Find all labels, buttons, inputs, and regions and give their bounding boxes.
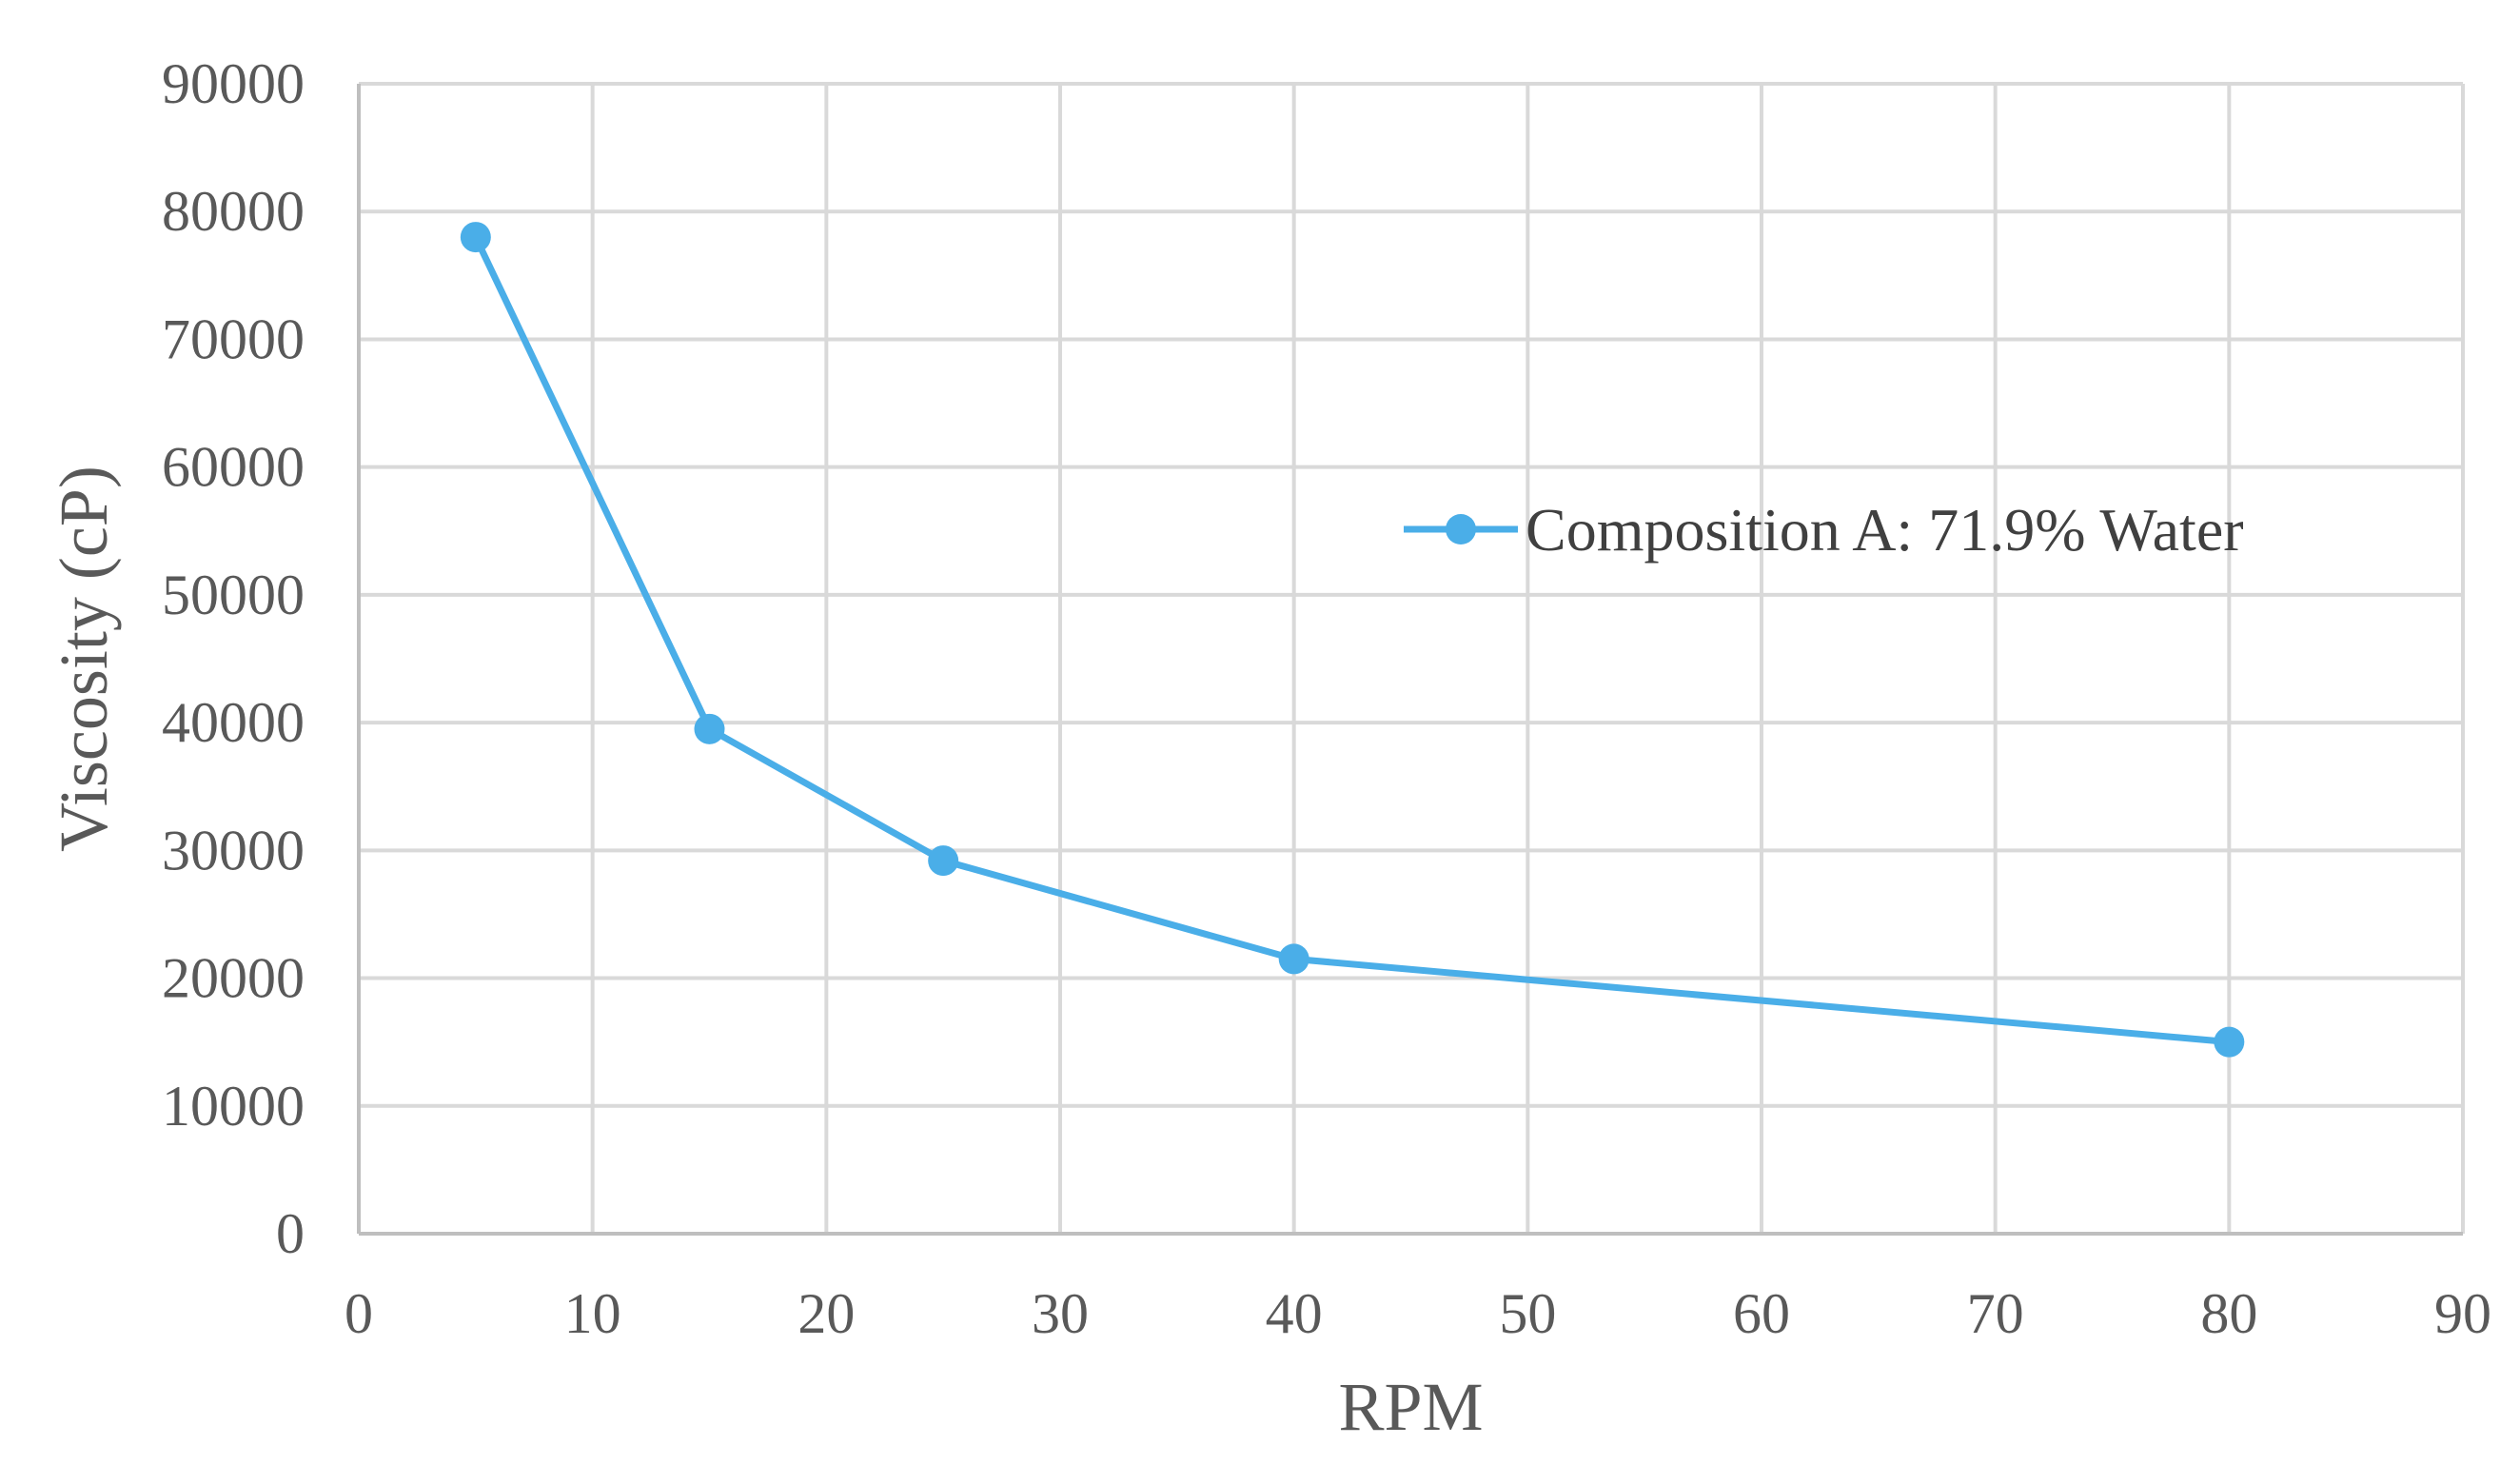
- axes: [357, 84, 2463, 1236]
- y-tick-label: 60000: [162, 436, 305, 499]
- y-tick-label: 30000: [162, 819, 305, 881]
- y-tick-labels: 0 10000 20000 30000 40000 50000 60000 70000 8000…: [162, 52, 305, 1265]
- x-tick-labels: 0 10 20 30 40 50 60 70 80 90: [345, 1282, 2491, 1345]
- series-layer: [460, 222, 2245, 1058]
- y-tick-label: 80000: [162, 180, 305, 243]
- x-tick-label: 70: [1967, 1282, 2024, 1345]
- x-tick-label: 40: [1266, 1282, 1323, 1345]
- y-tick-label: 70000: [162, 307, 305, 370]
- y-tick-label: 20000: [162, 947, 305, 1010]
- data-point: [1278, 943, 1309, 975]
- x-tick-label: 50: [1499, 1282, 1556, 1345]
- x-tick-label: 20: [797, 1282, 855, 1345]
- data-point: [2214, 1026, 2245, 1058]
- x-tick-label: 80: [2200, 1282, 2257, 1345]
- y-tick-label: 50000: [162, 564, 305, 626]
- legend-dot-marker: [1446, 514, 1476, 544]
- legend-series-label: Composition A: 71.9% Water: [1526, 496, 2244, 564]
- x-axis-title: RPM: [1338, 1369, 1483, 1445]
- data-point: [460, 222, 491, 253]
- gridlines: [359, 82, 2465, 1234]
- x-tick-label: 30: [1032, 1282, 1089, 1345]
- data-point: [694, 713, 725, 744]
- series-line: [472, 235, 2230, 1046]
- legend: Composition A: 71.9% Water: [1404, 496, 2244, 564]
- x-tick-label: 60: [1733, 1282, 1790, 1345]
- x-tick-label: 0: [345, 1282, 373, 1345]
- y-tick-label: 40000: [162, 691, 305, 754]
- y-tick-label: 0: [276, 1202, 305, 1265]
- x-tick-label: 90: [2434, 1282, 2491, 1345]
- y-axis-title: Viscosity (cP): [46, 465, 122, 852]
- data-point: [928, 845, 959, 877]
- x-tick-label: 10: [564, 1282, 621, 1345]
- y-tick-label: 10000: [162, 1075, 305, 1138]
- y-tick-label: 90000: [162, 52, 305, 115]
